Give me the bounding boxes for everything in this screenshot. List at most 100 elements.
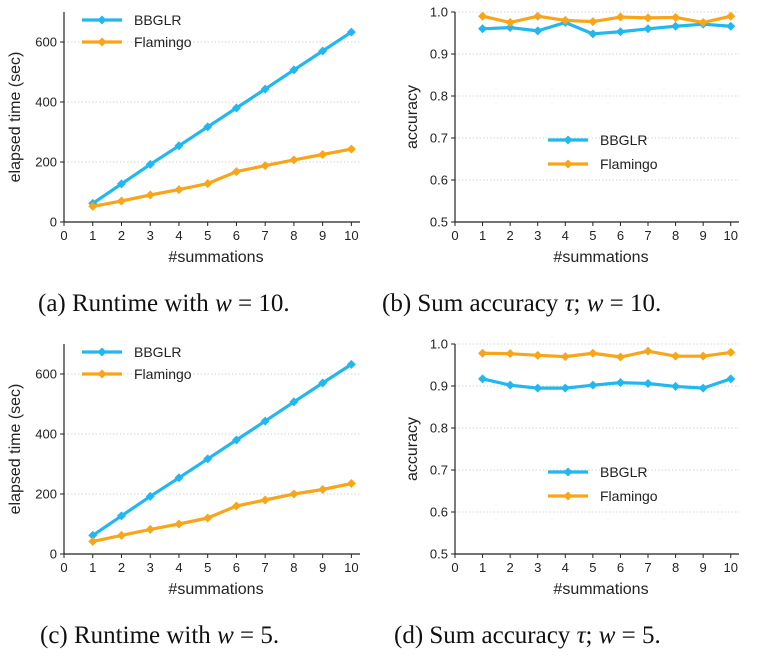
chart-c-series-flamingo-point-6 — [231, 501, 241, 511]
caption-b-var: τ — [564, 290, 574, 317]
chart-a-series-bbglr-point-2 — [116, 179, 126, 189]
caption-a-prefix: (a) Runtime with — [38, 290, 216, 317]
chart-c-legend-flamingo-label: Flamingo — [134, 366, 192, 382]
chart-c-series-flamingo-point-4 — [174, 519, 184, 529]
chart-c-series-bbglr-point-1 — [88, 530, 98, 540]
chart-d-xtick-label-9: 9 — [700, 560, 707, 575]
chart-b-series-flamingo-point-10 — [726, 11, 736, 21]
chart-c-xtick-label-4: 4 — [175, 560, 182, 575]
chart-a-xtick-label-8: 8 — [290, 228, 297, 243]
chart-a-legend-flamingo-label: Flamingo — [134, 34, 192, 50]
chart-c-series-flamingo-point-8 — [289, 489, 299, 499]
chart-b-series-flamingo-point-9 — [698, 18, 708, 27]
caption-d-prefix: (d) Sum accuracy — [394, 622, 577, 649]
chart-a-legend-bbglr-marker — [97, 15, 107, 25]
chart-a-xtick-label-10: 10 — [344, 228, 358, 243]
chart-a-ytick-label-3: 600 — [35, 35, 57, 50]
chart-a-series-flamingo-line — [92, 147, 352, 208]
caption-d-var: τ — [576, 622, 586, 649]
chart-c-series-bbglr-point-10 — [346, 359, 356, 369]
chart-d-series-bbglr-line — [482, 377, 732, 390]
caption-d-middle: ; — [585, 622, 599, 649]
chart-c-series-flamingo-point-5 — [203, 513, 213, 523]
caption-b-var2: w — [586, 290, 604, 317]
chart-a-ytick-label-0: 0 — [50, 215, 57, 230]
chart-c-ytick-label-3: 600 — [35, 367, 57, 382]
chart-b-legend-flamingo-label: Flamingo — [600, 156, 658, 172]
chart-b-series-flamingo-point-1 — [478, 11, 488, 21]
caption-b: (b) Sum accuracy τ; w = 10. — [382, 290, 661, 318]
chart-b-series-flamingo-point-6 — [615, 12, 625, 22]
chart-a-legend-bbglr-label: BBGLR — [134, 12, 181, 28]
chart-c-xtick-label-2: 2 — [118, 560, 125, 575]
caption-b-suffix: = 10. — [603, 290, 662, 317]
chart-c-series-flamingo-point-9 — [318, 485, 328, 494]
chart-d-xtick-label-6: 6 — [617, 560, 624, 575]
caption-a: (a) Runtime with w = 10. — [38, 290, 290, 318]
caption-c-prefix: (c) Runtime with — [40, 622, 218, 649]
chart-d-legend-flamingo-label: Flamingo — [600, 488, 658, 504]
chart-a: 0 200 400 600 0 1 2 3 4 5 6 7 8 9 10 #summations elapsed… — [7, 12, 360, 266]
chart-d-series-flamingo-point-7 — [643, 346, 653, 356]
chart-b-xtick-label-8: 8 — [672, 228, 679, 243]
caption-b-middle: ; — [573, 290, 587, 317]
chart-a-series-flamingo-point-3 — [145, 190, 155, 200]
caption-d-var2: w — [598, 622, 616, 649]
chart-c-legend-bbglr-label: BBGLR — [134, 344, 181, 360]
chart-b-series-bbglr-point-1 — [478, 24, 488, 34]
chart-a-series-flamingo-point-1 — [88, 201, 98, 211]
chart-a-series-bbglr-point-10 — [346, 27, 356, 37]
chart-b-ytick-label-5: 1.0 — [430, 5, 448, 20]
caption-d-suffix: = 5. — [615, 622, 661, 649]
chart-c-ytick-label-0: 0 — [50, 547, 57, 562]
chart-d-series-bbglr-point-8 — [671, 381, 681, 391]
chart-c-series-flamingo-point-2 — [116, 530, 126, 540]
chart-panel-a: 0 200 400 600 0 1 2 3 4 5 6 7 8 9 10 #summations elapsed… — [0, 0, 380, 317]
chart-d-xtick-label-0: 0 — [451, 560, 458, 575]
chart-c-series-bbglr-point-5 — [203, 454, 213, 464]
chart-a-xtick-label-4: 4 — [175, 228, 182, 243]
chart-a-series-bbglr-point-9 — [318, 46, 328, 56]
chart-a-series-flamingo-point-10 — [346, 144, 356, 154]
chart-b-series-bbglr-point-5 — [588, 29, 598, 39]
chart-a-series-bbglr-point-3 — [145, 159, 155, 169]
chart-d-series-bbglr-point-4 — [560, 383, 570, 393]
chart-a-series-bbglr-line — [91, 30, 353, 205]
chart-panel-d: 0.5 0.6 0.7 0.8 0.9 1.0 0 1 2 3 4 5 6 7 8 9 10 #summation… — [380, 332, 760, 649]
chart-a-series-bbglr-point-4 — [174, 141, 184, 151]
chart-d-series-flamingo-point-3 — [533, 350, 543, 360]
chart-c-series-bbglr-point-7 — [260, 416, 270, 426]
chart-c-series-flamingo-line — [92, 481, 352, 543]
chart-b-series-bbglr-point-10 — [726, 21, 736, 31]
chart-a-series-flamingo-point-6 — [231, 167, 241, 177]
chart-c-series-bbglr-point-4 — [174, 473, 184, 483]
chart-c-series-bbglr-point-6 — [231, 435, 241, 445]
chart-b-xtick-label-1: 1 — [479, 228, 486, 243]
chart-a-xtick-label-1: 1 — [89, 228, 96, 243]
chart-a-series-flamingo-point-5 — [203, 179, 213, 189]
chart-c-xlabel: #summations — [168, 581, 263, 598]
caption-c-var: w — [217, 622, 234, 649]
chart-c-xtick-label-7: 7 — [262, 560, 269, 575]
chart-d-series-flamingo-line — [482, 349, 731, 359]
chart-d-series-bbglr-point-3 — [533, 383, 543, 393]
chart-c-ylabel: elapsed time (sec) — [7, 384, 24, 515]
chart-b-series-bbglr-point-8 — [671, 21, 681, 31]
chart-d-series-flamingo-point-4 — [560, 352, 570, 362]
chart-b-legend-bbglr-marker — [563, 135, 573, 145]
chart-a-ytick-label-1: 200 — [35, 155, 57, 170]
chart-b-series-flamingo-point-3 — [533, 11, 543, 21]
chart-c-ytick-label-2: 400 — [35, 427, 57, 442]
chart-a-xtick-label-0: 0 — [60, 228, 67, 243]
chart-c-legend-flamingo-marker — [97, 369, 107, 379]
chart-b-xlabel: #summations — [553, 249, 648, 266]
chart-c: 0 200 400 600 0 1 2 3 4 5 6 7 8 9 10 #summations elapsed… — [7, 344, 360, 598]
chart-d-xtick-label-10: 10 — [723, 560, 737, 575]
chart-a-xtick-label-5: 5 — [204, 228, 211, 243]
chart-d-ytick-label-2: 0.7 — [430, 463, 448, 478]
chart-a-xtick-label-3: 3 — [147, 228, 154, 243]
chart-b-ylabel: accuracy — [404, 85, 421, 149]
chart-c-series-bbglr-point-8 — [289, 397, 299, 407]
chart-d-ytick-label-4: 0.9 — [430, 379, 448, 394]
chart-a-xtick-label-7: 7 — [262, 228, 269, 243]
